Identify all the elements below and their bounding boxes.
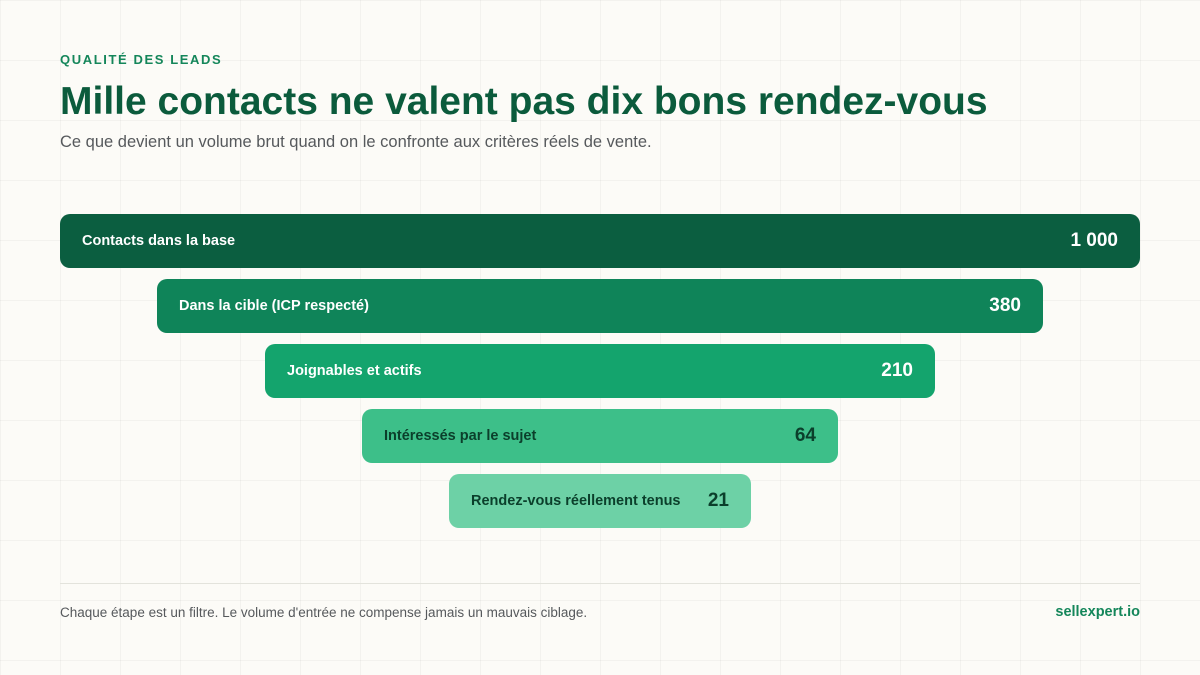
funnel-stage-bar: Rendez-vous réellement tenus 21 [449, 474, 751, 528]
funnel-stage-value: 64 [794, 425, 816, 446]
eyebrow-label: QUALITÉ DES LEADS [60, 52, 223, 67]
funnel-stage-label: Joignables et actifs [287, 363, 422, 379]
footer-divider [60, 583, 1140, 584]
funnel-stage-bar: Contacts dans la base 1 000 [60, 214, 1140, 268]
page-title: Mille contacts ne valent pas dix bons re… [60, 80, 988, 123]
funnel-stage-label: Rendez-vous réellement tenus [471, 493, 681, 509]
funnel-stage-bar: Joignables et actifs 210 [265, 344, 935, 398]
footer-note: Chaque étape est un filtre. Le volume d'… [60, 605, 588, 620]
funnel-stage-value: 21 [707, 490, 729, 511]
funnel-stage-label: Dans la cible (ICP respecté) [179, 298, 369, 314]
page-subtitle: Ce que devient un volume brut quand on l… [60, 133, 652, 151]
funnel-stage-bar: Dans la cible (ICP respecté) 380 [157, 279, 1043, 333]
brand-link[interactable]: sellexpert.io [1055, 604, 1140, 620]
funnel-stage-value: 210 [881, 360, 913, 381]
funnel-stage-value: 380 [989, 295, 1021, 316]
funnel-chart: Contacts dans la base 1 000 Dans la cible … [60, 214, 1140, 528]
funnel-stage-value: 1 000 [1070, 230, 1118, 251]
funnel-stage-label: Intéressés par le sujet [384, 428, 537, 444]
funnel-stage-bar: Intéressés par le sujet 64 [362, 409, 838, 463]
funnel-stage-label: Contacts dans la base [82, 233, 236, 249]
